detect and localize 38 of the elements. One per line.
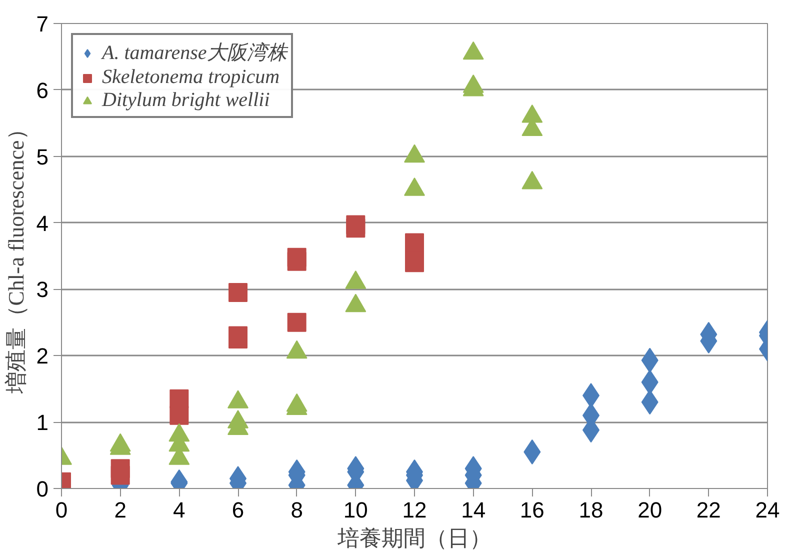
y-tick-label: 6	[36, 78, 49, 103]
x-tick-label: 8	[290, 498, 303, 522]
y-tick-label: 5	[36, 144, 49, 170]
y-tick-label: 4	[36, 210, 49, 236]
point	[522, 170, 543, 190]
x-tick-label: 18	[578, 498, 604, 522]
x-tick-label: 24	[755, 498, 780, 522]
y-tick-label: 2	[36, 344, 49, 369]
y-tick-label: 0	[36, 476, 49, 502]
y-tick-label: 1	[36, 410, 49, 436]
point	[287, 248, 306, 267]
y-tick-label: 7	[36, 12, 49, 36]
y-axis-title: 増殖量（Chl-a fluorescence）	[3, 118, 28, 395]
x-tick-label: 0	[55, 498, 68, 522]
point	[110, 459, 130, 478]
point	[287, 312, 306, 332]
legend-label: Skeletonema tropicum	[102, 66, 280, 89]
point	[522, 104, 543, 123]
x-tick-label: 14	[461, 498, 486, 522]
x-tick-label: 2	[114, 498, 126, 522]
x-axis-title: 培養期間（日）	[336, 526, 492, 550]
point	[170, 389, 189, 408]
x-tick-label: 22	[696, 498, 721, 522]
x-tick-label: 10	[343, 498, 368, 522]
point	[462, 41, 484, 60]
point	[228, 283, 248, 302]
x-tick-label: 20	[638, 498, 662, 522]
x-tick-label: 16	[520, 498, 544, 522]
y-tick-label: 3	[36, 277, 49, 302]
point	[404, 144, 425, 163]
x-tick-label: 4	[173, 498, 186, 522]
point	[404, 178, 425, 196]
legend-label: Ditylum bright wellii	[102, 89, 270, 112]
x-tick-label: 12	[402, 498, 427, 522]
point	[462, 74, 484, 93]
x-tick-label: 6	[232, 498, 244, 522]
point	[346, 215, 366, 234]
legend-label: A. tamarense大阪湾株	[102, 41, 287, 66]
